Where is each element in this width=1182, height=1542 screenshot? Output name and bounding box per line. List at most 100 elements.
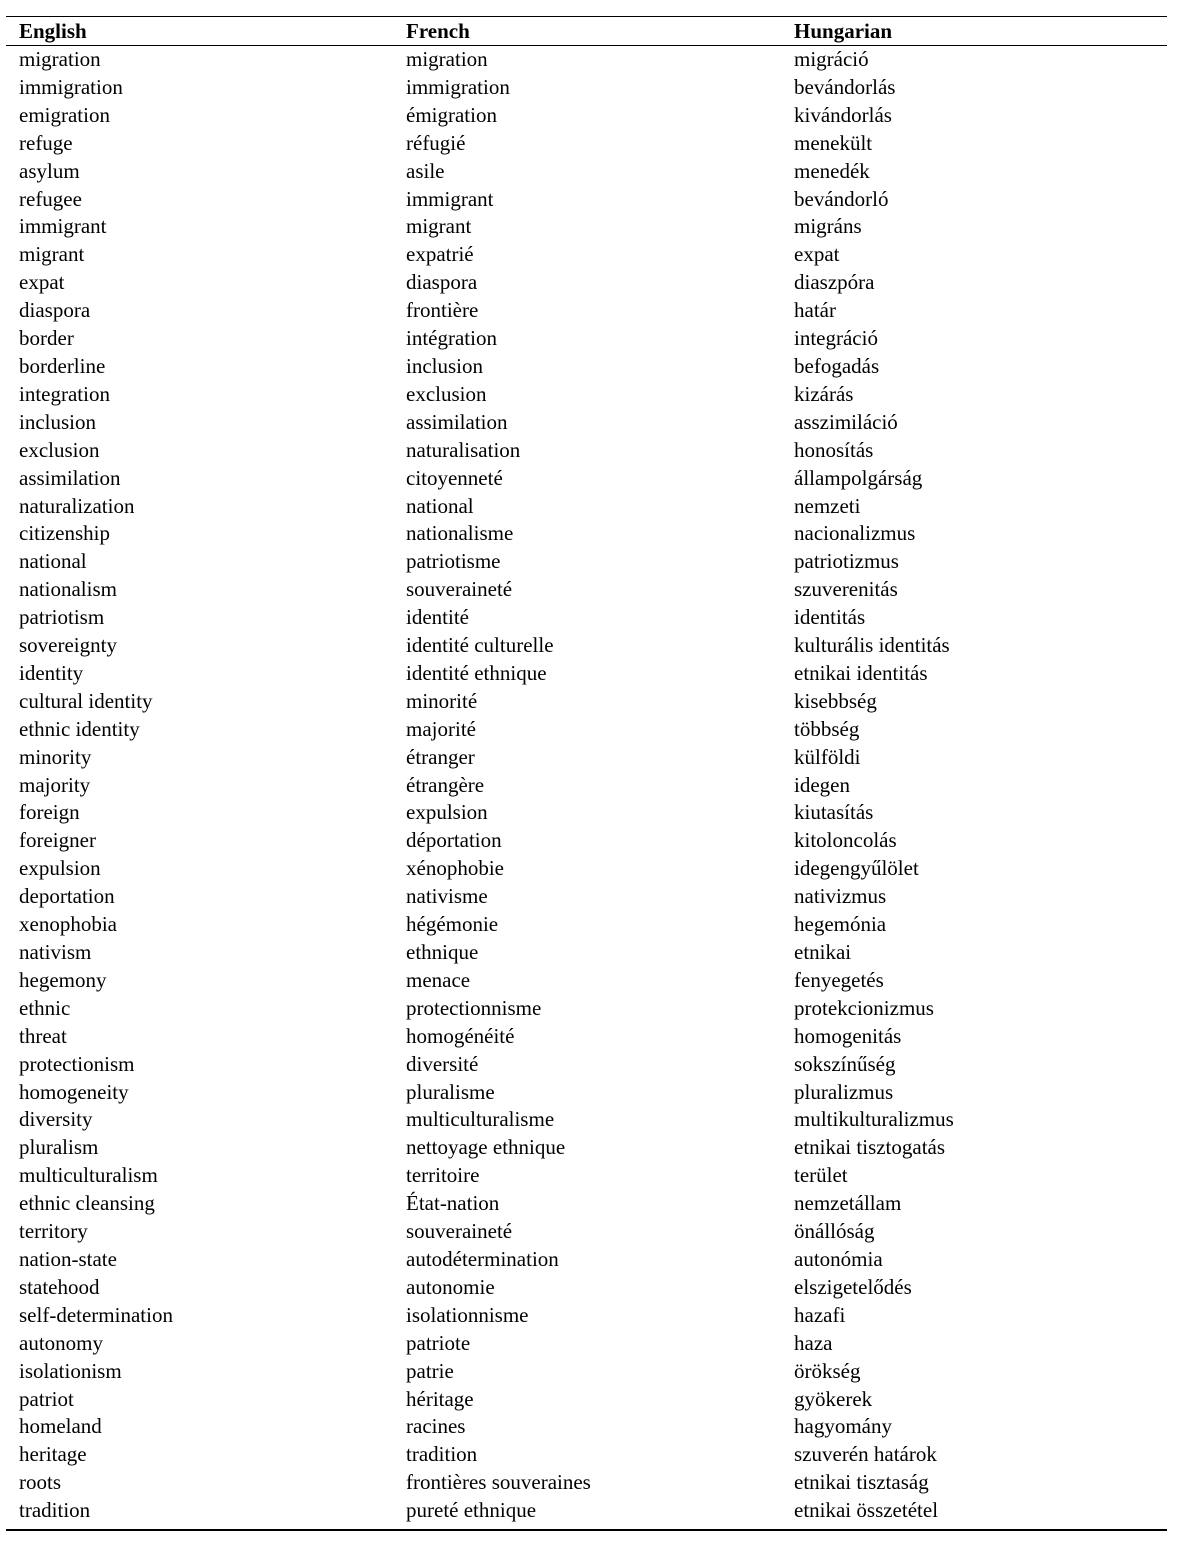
cell-english: multiculturalism [19, 1163, 158, 1188]
cell-english: cultural identity [19, 688, 153, 713]
cell-hungarian: külföldi [794, 744, 861, 769]
cell-hungarian: etnikai összetétel [794, 1498, 939, 1523]
cell-french: patriotisme [406, 549, 501, 574]
cell-english: pluralism [19, 1135, 99, 1160]
cell-hungarian: menekült [794, 130, 873, 155]
cell-english: identity [19, 660, 84, 685]
cell-hungarian: hazafi [794, 1302, 846, 1327]
cell-french: majorité [406, 716, 476, 741]
cell-english: hegemony [19, 967, 107, 992]
cell-english: citizenship [19, 521, 110, 546]
cell-french: asile [406, 158, 445, 183]
cell-french: autonomie [406, 1274, 495, 1299]
table-body: migration migration migráció immigration imm… [6, 46, 1167, 1531]
cell-french: citoyenneté [406, 465, 503, 490]
cell-french: protectionnisme [406, 995, 542, 1020]
table-row: pluralism nettoyage ethnique etnikai tiszt… [6, 1134, 1167, 1162]
cell-french: ethnique [406, 940, 479, 964]
cell-french: identité ethnique [406, 660, 547, 685]
table-row: deportation nativisme nativizmus [6, 883, 1167, 911]
table-row: majority étrangère idegen [6, 772, 1167, 800]
table-row: autonomy patriote haza [6, 1330, 1167, 1358]
table-row: patriotism identité identitás [6, 604, 1167, 632]
cell-french: minorité [406, 688, 478, 713]
cell-french: nativisme [406, 884, 488, 909]
cell-french: migrant [406, 214, 472, 239]
cell-french: exclusion [406, 381, 487, 406]
cell-english: tradition [19, 1498, 91, 1523]
cell-hungarian: nemzeti [794, 493, 861, 518]
cell-french: pluralisme [406, 1079, 495, 1104]
cell-french: réfugié [406, 130, 466, 155]
cell-french: migration [406, 47, 488, 71]
cell-french: déportation [406, 828, 502, 853]
cell-hungarian: többség [794, 716, 860, 741]
cell-hungarian: önállóság [794, 1219, 875, 1244]
table-row: naturalization national nemzeti [6, 493, 1167, 521]
cell-english: deportation [19, 884, 115, 909]
table-row: threat homogénéité homogenitás [6, 1023, 1167, 1051]
cell-french: souveraineté [406, 1219, 513, 1244]
table-row: tradition pureté ethnique etnikai összetét… [6, 1497, 1167, 1530]
cell-english: patriotism [19, 605, 105, 630]
cell-french: émigration [406, 102, 497, 127]
cell-english: majority [19, 772, 91, 797]
table-row: immigrant migrant migráns [6, 213, 1167, 241]
cell-hungarian: etnikai [794, 940, 852, 964]
cell-french: national [406, 493, 474, 518]
cell-hungarian: diaszpóra [794, 270, 875, 295]
cell-hungarian: kulturális identitás [794, 633, 950, 658]
cell-french: expatrié [406, 242, 474, 267]
cell-french: héritage [406, 1386, 474, 1411]
cell-english: minority [19, 744, 92, 769]
table-row: emigration émigration kivándorlás [6, 102, 1167, 130]
cell-english: isolationism [19, 1358, 122, 1383]
header-row: English French Hungarian [6, 16, 1167, 46]
cell-english: migrant [19, 242, 85, 267]
cell-hungarian: nacionalizmus [794, 521, 916, 546]
cell-english: ethnic cleansing [19, 1191, 155, 1216]
table-row: nationalism souveraineté szuverenitás [6, 576, 1167, 604]
cell-english: threat [19, 1023, 67, 1048]
cell-english: immigration [19, 74, 123, 99]
cell-hungarian: bevándorló [794, 186, 889, 211]
cell-hungarian: bevándorlás [794, 74, 896, 99]
cell-hungarian: elszigetelődés [794, 1274, 912, 1299]
cell-english: ethnic identity [19, 716, 140, 741]
cell-hungarian: nemzetállam [794, 1191, 902, 1216]
cell-english: self-determination [19, 1302, 173, 1327]
cell-hungarian: gyökerek [794, 1386, 873, 1411]
translation-table: English French Hungarian migration migrat… [6, 16, 1167, 1532]
cell-english: nationalism [19, 577, 117, 602]
cell-hungarian: protekcionizmus [794, 995, 934, 1020]
cell-hungarian: autonómia [794, 1246, 883, 1271]
cell-hungarian: terület [794, 1163, 848, 1188]
cell-french: inclusion [406, 353, 483, 378]
cell-hungarian: befogadás [794, 353, 880, 378]
table-row: inclusion assimilation asszimiláció [6, 409, 1167, 437]
table-row: foreign expulsion kiutasítás [6, 799, 1167, 827]
table-row: heritage tradition szuverén határok [6, 1441, 1167, 1469]
cell-hungarian: szuverenitás [794, 577, 898, 602]
header-english: English [19, 19, 87, 43]
table-row: diaspora frontière határ [6, 297, 1167, 325]
table-row: border intégration integráció [6, 325, 1167, 353]
table-row: identity identité ethnique etnikai identit… [6, 660, 1167, 688]
cell-english: expat [19, 270, 65, 295]
cell-english: heritage [19, 1442, 87, 1467]
cell-english: foreigner [19, 828, 96, 853]
header-french: French [406, 19, 470, 43]
cell-hungarian: fenyegetés [794, 967, 884, 992]
table-row: migrant expatrié expat [6, 241, 1167, 269]
cell-french: territoire [406, 1163, 480, 1188]
table-row: xenophobia hégémonie hegemónia [6, 911, 1167, 939]
cell-english: border [19, 326, 74, 351]
table-row: nation-state autodétermination autonómia [6, 1246, 1167, 1274]
cell-english: national [19, 549, 87, 574]
cell-hungarian: patriotizmus [794, 549, 899, 574]
table-row: expulsion xénophobie idegengyűlölet [6, 855, 1167, 883]
header-hungarian: Hungarian [794, 19, 893, 43]
cell-hungarian: etnikai identitás [794, 660, 928, 685]
cell-hungarian: integráció [794, 326, 878, 351]
table-container: English French Hungarian migration migrat… [6, 16, 1167, 1532]
